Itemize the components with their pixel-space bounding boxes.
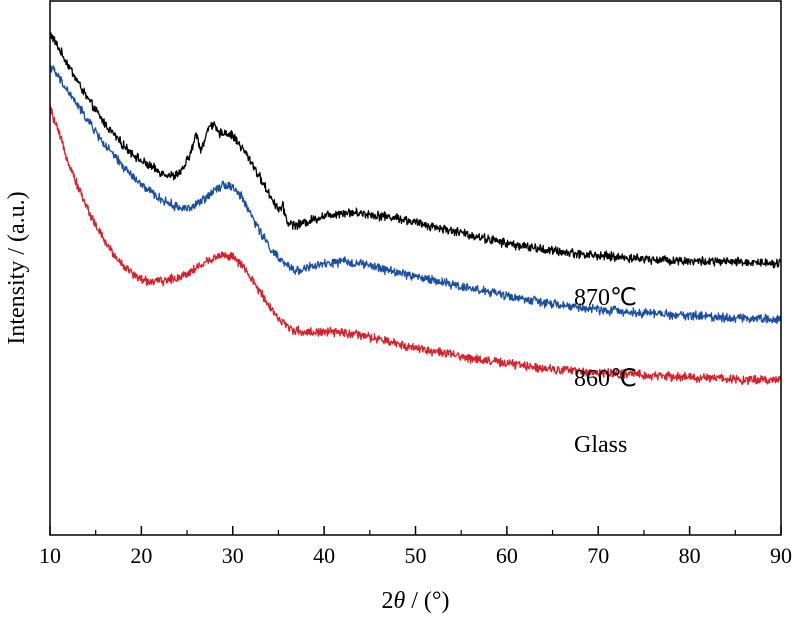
plot-frame: [49, 0, 782, 536]
x-tick-label: 30: [222, 543, 244, 568]
x-tick-label: 20: [130, 543, 152, 568]
series-line-2: [49, 104, 782, 386]
x-tick-label: 40: [313, 543, 335, 568]
x-axis-title: 2θ / (°): [381, 588, 449, 614]
series-label-glass: Glass: [574, 432, 627, 458]
series-label-870: 870℃: [574, 285, 637, 311]
y-axis-title: Intensity / (a.u.): [4, 191, 30, 344]
series-line-0: [49, 31, 782, 269]
x-tick-label: 50: [405, 543, 427, 568]
x-axis-title-suffix: / (°): [405, 588, 449, 614]
x-tick-label: 10: [39, 543, 61, 568]
series-line-1: [49, 64, 782, 325]
series-labels: 870℃ 860℃ Glass: [574, 285, 637, 458]
x-tick-label: 80: [679, 543, 701, 568]
x-axis-title-symbol: θ: [393, 588, 405, 614]
x-tick-label: 70: [587, 543, 609, 568]
x-tick-label: 90: [770, 543, 792, 568]
x-tick-label: 60: [496, 543, 518, 568]
series-layer: [49, 31, 782, 386]
series-label-860: 860℃: [574, 366, 637, 392]
x-axis-title-prefix: 2: [381, 588, 393, 614]
ticks-layer: 10 20 30 40 50 60 70 80 90: [39, 526, 792, 568]
